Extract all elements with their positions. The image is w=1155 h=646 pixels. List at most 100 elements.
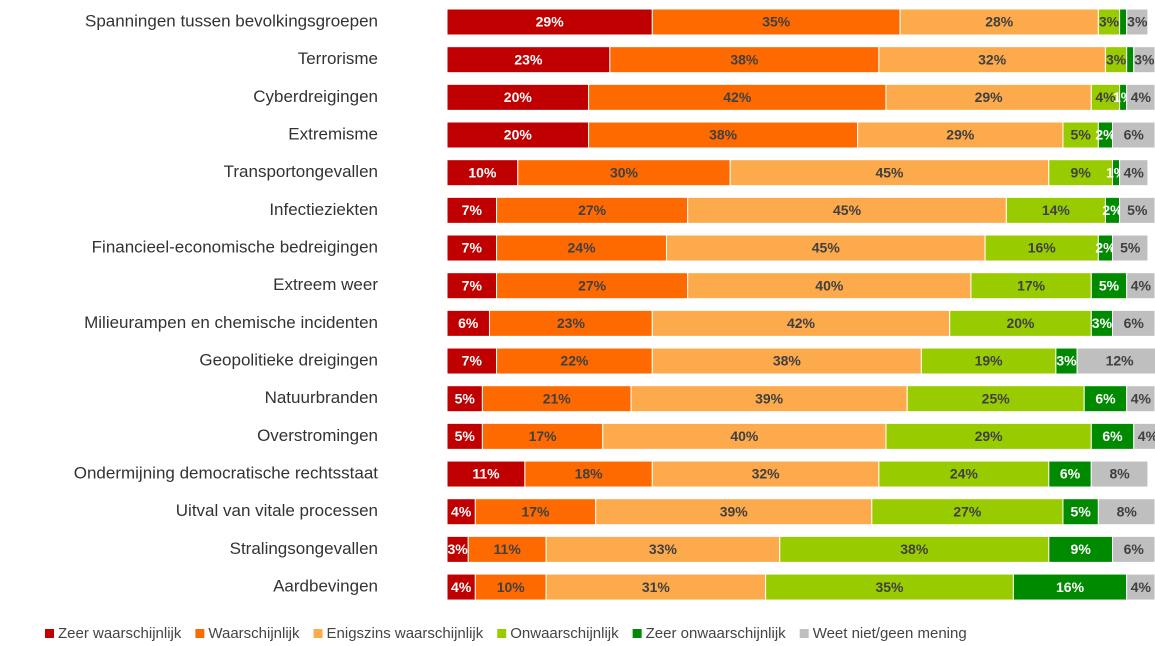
bar-segment <box>496 234 667 262</box>
bar-segment <box>779 535 1050 563</box>
data-label: 42% <box>787 315 816 331</box>
data-label: 4% <box>1131 390 1152 406</box>
data-label: 38% <box>730 51 759 67</box>
data-label: 3% <box>448 541 469 557</box>
data-label: 5% <box>1099 277 1120 293</box>
data-label: 7% <box>462 240 483 256</box>
bar-segment <box>474 573 547 601</box>
data-label: 21% <box>543 390 572 406</box>
data-label: 40% <box>815 277 844 293</box>
data-label: 3% <box>1099 14 1120 30</box>
bar-segment <box>595 498 873 526</box>
bar-segment <box>446 422 483 450</box>
bar-segment <box>1076 347 1155 375</box>
bar-segment <box>1112 234 1149 262</box>
bar-segment <box>665 234 986 262</box>
data-label: 39% <box>755 390 784 406</box>
category-label: Milieurampen en chemische incidenten <box>84 313 378 332</box>
bar-segment <box>474 498 597 526</box>
data-label: 3% <box>1127 14 1148 30</box>
bar-segment <box>885 422 1092 450</box>
category-label: Stralingsongevallen <box>230 539 378 558</box>
bar-segment <box>651 347 922 375</box>
bar-segment <box>984 234 1099 262</box>
bar-segment <box>1048 159 1114 187</box>
data-label: 2% <box>1102 202 1123 218</box>
data-label: 29% <box>536 14 565 30</box>
data-label: 20% <box>504 127 533 143</box>
data-label: 38% <box>900 541 929 557</box>
bar-segment <box>651 8 901 36</box>
bar-segment <box>446 347 498 375</box>
legend-label: Zeer waarschijnlijk <box>58 625 182 642</box>
data-label: 16% <box>1056 579 1085 595</box>
bar-segment <box>588 121 859 149</box>
data-label: 3% <box>1056 353 1077 369</box>
data-label: 38% <box>709 127 738 143</box>
bar-segment <box>446 121 590 149</box>
bar-segment <box>1126 272 1155 300</box>
data-label: 7% <box>462 277 483 293</box>
bar-segment <box>1112 535 1155 563</box>
data-label: 8% <box>1109 466 1130 482</box>
data-label: 39% <box>720 503 749 519</box>
data-label: 3% <box>1106 51 1127 67</box>
data-label: 4% <box>1124 164 1145 180</box>
data-label: 7% <box>462 202 483 218</box>
data-label: 4% <box>1138 428 1155 444</box>
data-label: 6% <box>1124 315 1145 331</box>
data-label: 16% <box>1028 240 1057 256</box>
bar-segment <box>588 83 887 111</box>
data-label: 31% <box>642 579 671 595</box>
bar-segment <box>729 159 1050 187</box>
bar-segment <box>687 196 1007 224</box>
data-label: 10% <box>468 164 497 180</box>
data-label: 17% <box>521 503 550 519</box>
data-label: 35% <box>875 579 904 595</box>
bar-segment <box>878 460 1050 488</box>
bar-segment <box>545 573 767 601</box>
bar-segment <box>651 460 880 488</box>
data-label: 27% <box>953 503 982 519</box>
data-label: 32% <box>978 51 1007 67</box>
bar-segment <box>467 535 547 563</box>
category-label: Financieel-economische bedreigingen <box>92 238 378 257</box>
bar-segment <box>446 83 590 111</box>
bar-segment <box>446 46 611 74</box>
data-label: 6% <box>458 315 479 331</box>
bar-segment <box>446 234 498 262</box>
bar-segment <box>1090 272 1128 300</box>
legend-label: Waarschijnlijk <box>208 625 300 642</box>
category-label: Transportongevallen <box>224 162 378 181</box>
data-label: 28% <box>985 14 1014 30</box>
data-label: 4% <box>1095 89 1116 105</box>
bar-segment <box>885 83 1092 111</box>
data-label: 12% <box>1106 353 1135 369</box>
category-label: Extremisme <box>288 124 378 143</box>
data-label: 8% <box>1117 503 1138 519</box>
bar-segment <box>1048 535 1114 563</box>
bar-segment <box>687 272 972 300</box>
data-label: 29% <box>975 428 1004 444</box>
legend-label: Enigszins waarschijnlijk <box>327 625 484 642</box>
bar-segment <box>1112 121 1155 149</box>
bar-segment <box>906 385 1085 413</box>
data-label: 7% <box>462 353 483 369</box>
data-label: 9% <box>1071 541 1092 557</box>
data-label: 4% <box>1131 579 1152 595</box>
data-label: 11% <box>494 541 522 557</box>
category-label: Geopolitieke dreigingen <box>199 351 378 370</box>
data-label: 45% <box>833 202 862 218</box>
category-label: Natuurbranden <box>265 388 378 407</box>
data-label: 24% <box>950 466 979 482</box>
data-label: 3% <box>1092 315 1113 331</box>
data-label: 11% <box>472 466 500 482</box>
data-label: 19% <box>975 353 1004 369</box>
bar-segment <box>1133 422 1155 450</box>
bar-segment <box>1126 573 1155 601</box>
legend-swatch <box>313 629 323 638</box>
data-label: 27% <box>578 277 607 293</box>
data-label: 6% <box>1102 428 1123 444</box>
bar-segment <box>517 159 731 187</box>
